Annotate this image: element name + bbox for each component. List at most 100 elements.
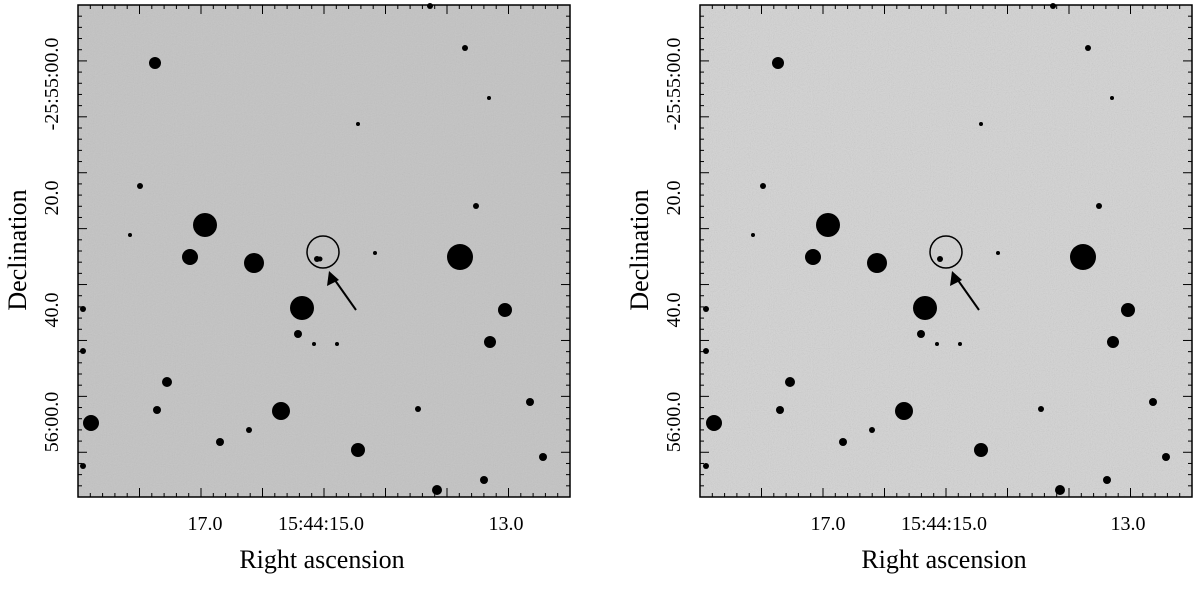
noise-overlay bbox=[78, 5, 570, 497]
star bbox=[1149, 398, 1157, 406]
star bbox=[1085, 45, 1091, 51]
target-marker bbox=[306, 235, 357, 311]
star bbox=[462, 45, 468, 51]
star bbox=[805, 249, 821, 265]
y-tick-label: 20.0 bbox=[663, 181, 685, 216]
star bbox=[427, 3, 433, 9]
x-tick-label: 15:44:15.0 bbox=[901, 513, 987, 535]
star bbox=[526, 398, 534, 406]
pointer-arrow-head bbox=[327, 271, 339, 286]
star bbox=[1070, 244, 1096, 270]
star bbox=[216, 438, 224, 446]
y-tick-label: 56:00.0 bbox=[663, 392, 685, 453]
x-axis-label: Right ascension bbox=[861, 545, 1026, 574]
star bbox=[137, 183, 143, 189]
star bbox=[1103, 476, 1111, 484]
star bbox=[1055, 485, 1065, 495]
star bbox=[246, 427, 252, 433]
star bbox=[706, 415, 722, 431]
target-star bbox=[317, 256, 323, 262]
star bbox=[473, 203, 479, 209]
star bbox=[149, 57, 161, 69]
star bbox=[128, 233, 132, 237]
star bbox=[356, 122, 360, 126]
pointer-arrow-head bbox=[950, 271, 962, 286]
star bbox=[772, 57, 784, 69]
y-tick-label: 56:00.0 bbox=[41, 392, 63, 453]
x-tick-label: 13.0 bbox=[489, 513, 524, 535]
star bbox=[290, 296, 314, 320]
star bbox=[895, 402, 913, 420]
star bbox=[1050, 3, 1056, 9]
x-tick-label: 15:44:15.0 bbox=[278, 513, 364, 535]
star bbox=[153, 406, 161, 414]
star bbox=[703, 306, 709, 312]
star-field bbox=[703, 3, 1170, 495]
y-tick-label: 40.0 bbox=[41, 293, 63, 328]
star bbox=[351, 443, 365, 457]
pointer-arrow-shaft bbox=[331, 275, 357, 311]
x-tick-label: 13.0 bbox=[1111, 513, 1146, 535]
star bbox=[816, 213, 840, 237]
star bbox=[917, 330, 925, 338]
star bbox=[294, 330, 302, 338]
pointer-arrow-shaft bbox=[954, 275, 980, 311]
y-tick-label: 40.0 bbox=[663, 293, 685, 328]
star bbox=[760, 183, 766, 189]
star bbox=[974, 443, 988, 457]
star bbox=[751, 233, 755, 237]
tick-marks bbox=[699, 4, 1193, 498]
star bbox=[415, 406, 421, 412]
target-marker bbox=[929, 235, 980, 311]
sky-image-panel-right: 17.0 15:44:15.0 13.0 Right ascension -25… bbox=[625, 3, 1193, 574]
star-field bbox=[80, 3, 547, 495]
y-axis-label: Declination bbox=[625, 189, 654, 310]
x-axis-label: Right ascension bbox=[239, 545, 404, 574]
star bbox=[937, 256, 943, 262]
tick-marks bbox=[77, 4, 571, 498]
star bbox=[193, 213, 217, 237]
star bbox=[432, 485, 442, 495]
star bbox=[83, 415, 99, 431]
star bbox=[80, 348, 86, 354]
x-tick-label: 17.0 bbox=[811, 513, 846, 535]
star bbox=[182, 249, 198, 265]
star bbox=[1110, 96, 1114, 100]
star bbox=[80, 306, 86, 312]
star bbox=[335, 342, 339, 346]
star bbox=[487, 96, 491, 100]
star bbox=[867, 253, 887, 273]
star bbox=[272, 402, 290, 420]
star bbox=[1038, 406, 1044, 412]
star bbox=[958, 342, 962, 346]
star bbox=[373, 251, 377, 255]
y-tick-label: -25:55:00.0 bbox=[663, 38, 685, 131]
star bbox=[80, 463, 86, 469]
star bbox=[979, 122, 983, 126]
star bbox=[1107, 336, 1119, 348]
star bbox=[162, 377, 172, 387]
star bbox=[869, 427, 875, 433]
target-circle bbox=[929, 235, 963, 269]
y-tick-label: 20.0 bbox=[41, 181, 63, 216]
target-circle bbox=[306, 235, 340, 269]
star bbox=[776, 406, 784, 414]
star bbox=[839, 438, 847, 446]
star bbox=[996, 251, 1000, 255]
y-axis-label: Declination bbox=[3, 189, 32, 310]
star bbox=[1162, 453, 1170, 461]
star bbox=[703, 463, 709, 469]
star bbox=[480, 476, 488, 484]
sky-image-panel-left: 17.0 15:44:15.0 13.0 Right ascension -25… bbox=[3, 3, 571, 574]
star bbox=[244, 253, 264, 273]
star bbox=[935, 342, 939, 346]
star bbox=[1121, 303, 1135, 317]
star bbox=[913, 296, 937, 320]
star bbox=[785, 377, 795, 387]
star bbox=[498, 303, 512, 317]
star bbox=[484, 336, 496, 348]
star bbox=[703, 348, 709, 354]
star bbox=[1096, 203, 1102, 209]
y-tick-label: -25:55:00.0 bbox=[41, 38, 63, 131]
star bbox=[539, 453, 547, 461]
